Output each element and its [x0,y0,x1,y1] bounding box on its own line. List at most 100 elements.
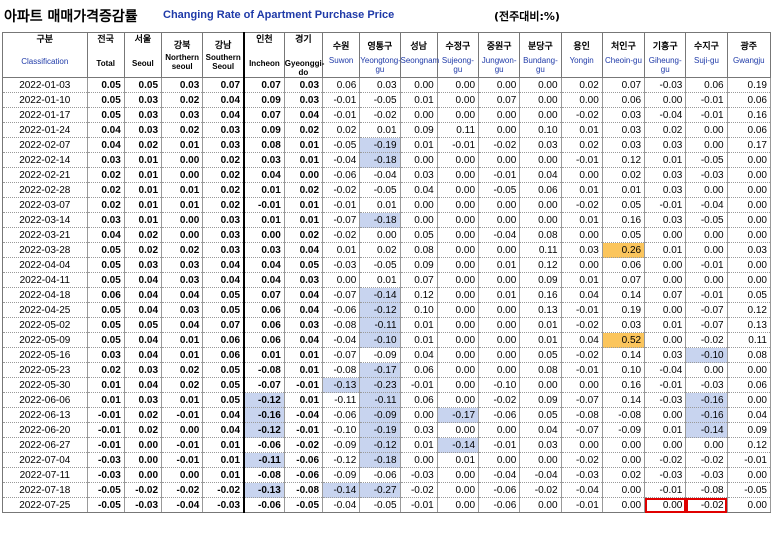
cell-gwangju: 0.12 [727,437,772,453]
cell-cheoin-gu: 0.14 [602,392,646,408]
cell-gwangju: 0.03 [727,242,772,258]
cell-gwangju: 0.00 [727,362,772,378]
cell-suji-gu: 0.00 [685,137,728,153]
cell-southern-seoul: 0.04 [202,257,245,273]
cell-giheung-gu: 0.00 [644,407,687,423]
cell-yongin: 0.04 [561,287,603,303]
cell-sujeong-gu: -0.14 [437,437,480,453]
cell-suwon: 0.00 [322,272,361,288]
cell-suwon: -0.01 [322,197,361,213]
cell-southern-seoul: 0.02 [202,152,245,168]
table-body: 2022-01-03 0.05 0.05 0.03 0.07 0.07 0.03 0.06 0.… [2,77,772,513]
cell-incheon: -0.16 [243,407,285,423]
row-date: 2022-04-04 [2,257,88,273]
cell-suwon: -0.03 [322,257,361,273]
cell-sujeong-gu: 0.00 [437,212,480,228]
cell-southern-seoul: 0.02 [202,197,245,213]
cell-bundang-gu: 0.00 [519,107,562,123]
cell-bundang-gu: 0.03 [519,437,562,453]
cell-jungwon-gu: 0.00 [478,77,521,93]
cell-yongin: 0.02 [561,77,603,93]
cell-suji-gu: 0.00 [685,437,728,453]
cell-gwangju: 0.09 [727,422,772,438]
cell-cheoin-gu: 0.16 [602,212,646,228]
column-header-english: Southern Seoul [205,53,241,71]
cell-incheon: -0.06 [243,437,285,453]
cell-southern-seoul: 0.03 [202,242,245,258]
cell-yongin: -0.07 [561,392,603,408]
cell-total: 0.05 [87,302,125,318]
cell-total: 0.01 [87,377,125,393]
cell-yongin: -0.02 [561,317,603,333]
cell-total: 0.05 [87,92,125,108]
cell-sujeong-gu: 0.00 [437,152,480,168]
cell-sujeong-gu: 0.00 [437,332,480,348]
cell-suji-gu: 0.06 [685,77,728,93]
cell-jungwon-gu: 0.00 [478,332,521,348]
cell-total: -0.01 [87,437,125,453]
cell-total: 0.02 [87,182,125,198]
cell-incheon: -0.12 [243,422,285,438]
cell-incheon: 0.06 [243,317,285,333]
cell-gyeonggi-do: 0.02 [284,182,324,198]
cell-giheung-gu: 0.07 [644,287,687,303]
cell-seongnam: 0.00 [400,407,438,423]
cell-seoul: 0.00 [124,437,163,453]
cell-gyeonggi-do: 0.04 [284,332,324,348]
table-row: 2022-05-23 0.02 0.03 0.02 0.05 -0.08 0.01 -0.08… [2,362,772,378]
cell-yeongtong-gu: -0.19 [359,422,401,438]
cell-giheung-gu: -0.01 [644,377,687,393]
column-header-korean: 중원구 [486,41,512,51]
table-row: 2022-03-28 0.05 0.02 0.02 0.03 0.03 0.04 0.01 0.… [2,242,772,258]
cell-seongnam: 0.04 [400,347,438,363]
cell-suji-gu: -0.01 [685,257,728,273]
cell-cheoin-gu: 0.05 [602,227,646,243]
cell-gyeonggi-do: -0.04 [284,407,324,423]
cell-suji-gu: -0.02 [685,497,728,513]
cell-seongnam: 0.06 [400,362,438,378]
cell-gyeonggi-do: 0.03 [284,77,324,93]
cell-southern-seoul: 0.03 [202,212,245,228]
cell-gyeonggi-do: 0.01 [284,152,324,168]
cell-seoul: 0.04 [124,347,163,363]
title-bar: 아파트 매매가격증감률 Changing Rate of Apartment P… [0,0,773,32]
cell-seongnam: 0.09 [400,122,438,138]
cell-incheon: 0.03 [243,242,285,258]
cell-seongnam: 0.00 [400,452,438,468]
cell-gwangju: 0.12 [727,302,772,318]
column-header-korean: 영통구 [367,41,393,51]
column-header-korean: 인천 [256,34,273,44]
cell-northern-seoul: 0.00 [161,212,204,228]
cell-seoul: 0.00 [124,467,163,483]
cell-sujeong-gu: 0.00 [437,377,480,393]
cell-bundang-gu: 0.13 [519,302,562,318]
cell-cheoin-gu: 0.03 [602,122,646,138]
cell-cheoin-gu: 0.19 [602,302,646,318]
cell-bundang-gu: 0.00 [519,452,562,468]
cell-suwon: -0.12 [322,452,361,468]
cell-incheon: -0.08 [243,467,285,483]
column-header-yeongtong-gu: 영통구 Yeongtong-gu [359,32,401,78]
cell-gwangju: 0.06 [727,92,772,108]
cell-suwon: -0.04 [322,332,361,348]
cell-bundang-gu: -0.02 [519,482,562,498]
cell-seoul: 0.02 [124,422,163,438]
cell-total: 0.05 [87,242,125,258]
cell-gwangju: 0.00 [727,257,772,273]
cell-incheon: 0.09 [243,122,285,138]
cell-suji-gu: 0.00 [685,362,728,378]
cell-sujeong-gu: 0.00 [437,467,480,483]
cell-suwon: -0.06 [322,302,361,318]
cell-seongnam: 0.00 [400,197,438,213]
cell-sujeong-gu: 0.00 [437,497,480,513]
cell-seongnam: 0.04 [400,182,438,198]
cell-northern-seoul: -0.01 [161,437,204,453]
cell-yeongtong-gu: -0.12 [359,302,401,318]
column-header-english: Northern seoul [165,53,200,71]
cell-bundang-gu: 0.00 [519,497,562,513]
cell-yongin: -0.03 [561,467,603,483]
cell-southern-seoul: 0.04 [202,422,245,438]
column-header-northern-seoul: 강북 Northern seoul [161,32,204,78]
cell-yeongtong-gu: -0.09 [359,407,401,423]
cell-bundang-gu: 0.03 [519,137,562,153]
